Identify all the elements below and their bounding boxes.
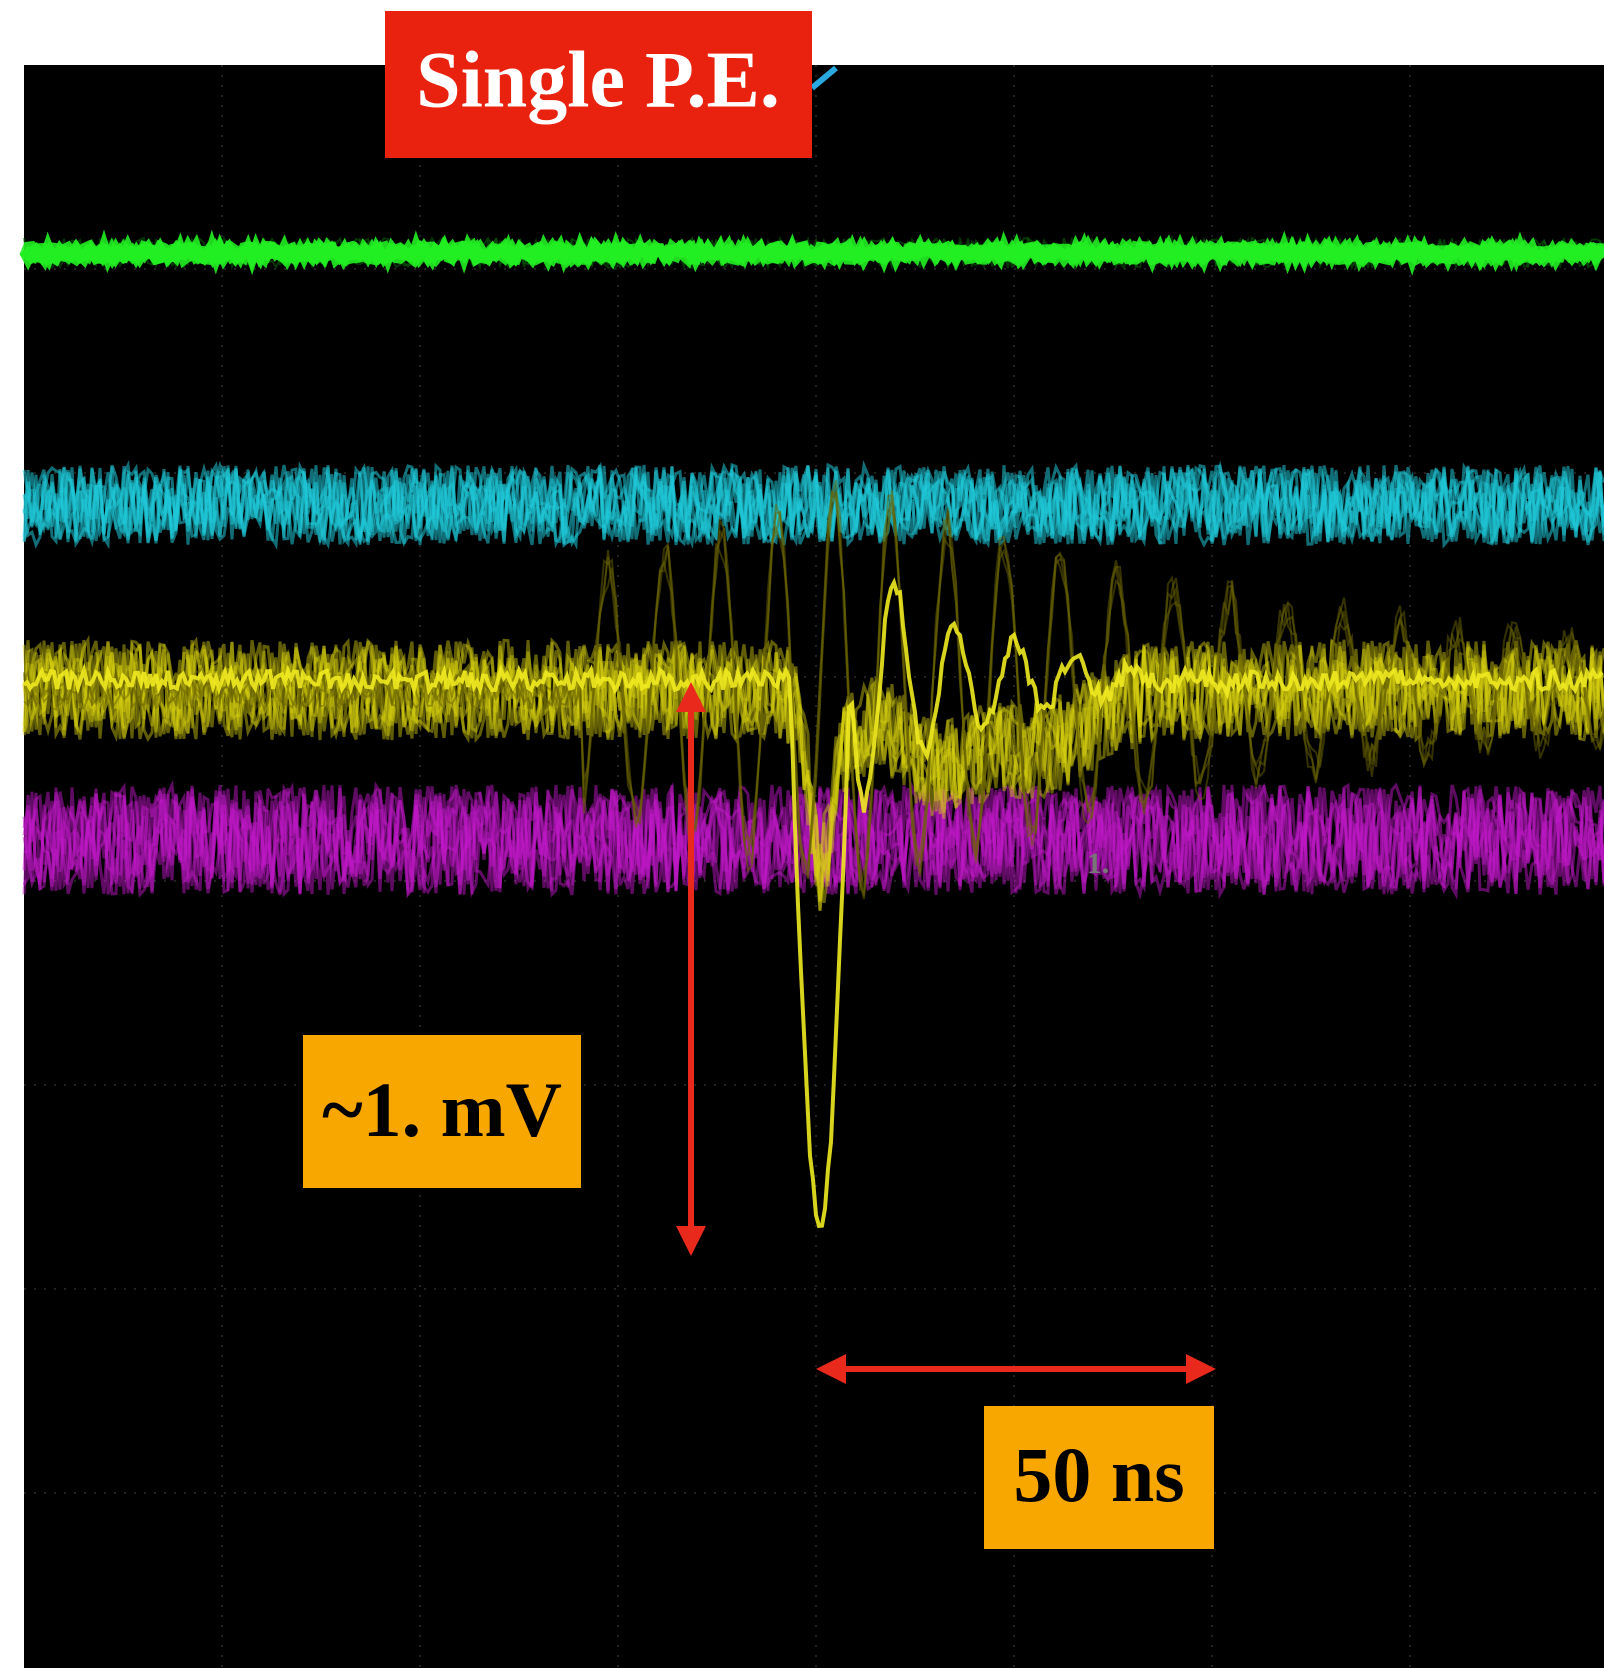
time-label: 50 ns [1013, 1431, 1184, 1518]
scope-screenshot: 1. Single P.E. ~1. mV 50 ns [0, 0, 1604, 1668]
amplitude-label: ~1. mV [322, 1066, 562, 1153]
channel-marker: 1. [1087, 847, 1110, 880]
page: 1. Single P.E. ~1. mV 50 ns (() => { con… [0, 0, 1604, 1668]
title: Single P.E. [416, 36, 780, 124]
